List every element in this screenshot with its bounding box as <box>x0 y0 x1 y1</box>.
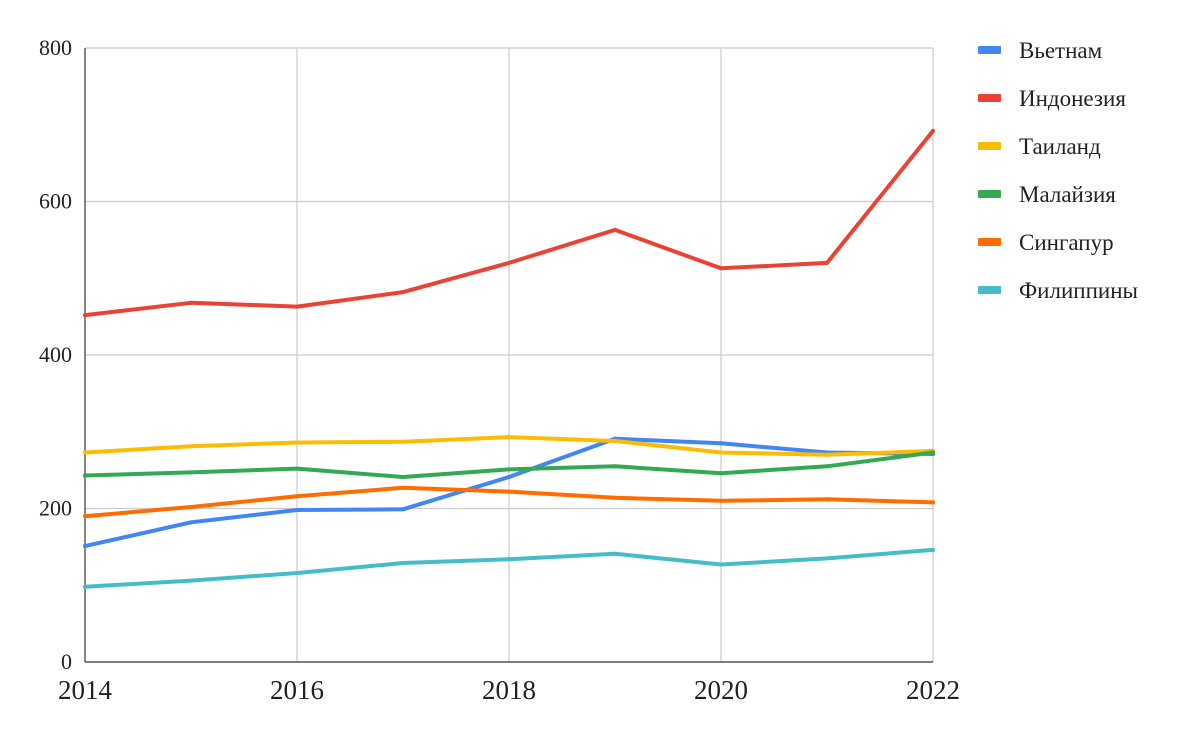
data-point-5-2 <box>295 570 299 575</box>
legend-label-3: Малайзия <box>1019 182 1116 207</box>
legend-label-4: Сингапур <box>1019 230 1114 255</box>
legend-label-0: Вьетнам <box>1019 38 1103 63</box>
legend: Вьетнам Индонезия Таиланд Малайзия Сингапур Ф… <box>978 38 1138 303</box>
data-point-0-4 <box>507 475 511 480</box>
legend-label-2: Таиланд <box>1019 134 1101 159</box>
data-point-3-6 <box>719 471 723 476</box>
data-point-4-7 <box>825 497 829 502</box>
legend-swatch-2 <box>978 142 1001 150</box>
y-tick-label-600: 600 <box>39 189 72 214</box>
legend-swatch-1 <box>978 94 1001 102</box>
data-point-3-2 <box>295 466 299 471</box>
data-point-0-6 <box>719 441 723 446</box>
data-point-2-3 <box>401 439 405 444</box>
data-point-4-5 <box>613 495 617 500</box>
data-point-4-0 <box>83 514 87 519</box>
x-tick-label-2016: 2016 <box>270 675 324 705</box>
gridlines <box>85 47 934 662</box>
data-point-4-1 <box>189 504 193 509</box>
legend-label-1: Индонезия <box>1019 86 1126 111</box>
data-point-3-1 <box>189 470 193 475</box>
data-point-2-1 <box>189 444 193 449</box>
data-point-4-6 <box>719 498 723 503</box>
x-tick-label-2022: 2022 <box>906 675 960 705</box>
data-point-2-6 <box>719 450 723 455</box>
data-point-1-0 <box>83 313 87 318</box>
legend-swatch-4 <box>978 238 1001 246</box>
data-point-3-8 <box>931 450 935 455</box>
data-point-0-2 <box>295 508 299 513</box>
data-point-0-1 <box>189 520 193 525</box>
data-point-5-0 <box>83 584 87 589</box>
legend-swatch-3 <box>978 190 1001 198</box>
x-tick-label-2014: 2014 <box>58 675 113 705</box>
data-point-1-6 <box>719 266 723 271</box>
y-tick-label-400: 400 <box>39 342 72 367</box>
legend-swatch-0 <box>978 46 1001 54</box>
data-point-3-3 <box>401 475 405 480</box>
data-point-5-8 <box>931 547 935 552</box>
y-tick-label-0: 0 <box>61 649 72 674</box>
data-point-1-7 <box>825 260 829 265</box>
legend-swatch-5 <box>978 286 1001 294</box>
data-point-5-5 <box>613 551 617 556</box>
data-point-4-8 <box>931 500 935 505</box>
x-tick-label-2018: 2018 <box>482 675 536 705</box>
data-point-5-3 <box>401 560 405 565</box>
series-lines <box>83 128 935 589</box>
data-point-5-6 <box>719 562 723 567</box>
data-point-4-4 <box>507 489 511 494</box>
data-point-2-2 <box>295 440 299 445</box>
data-point-1-2 <box>295 304 299 309</box>
data-point-2-0 <box>83 450 87 455</box>
data-point-1-5 <box>613 227 617 232</box>
data-point-4-3 <box>401 485 405 490</box>
data-point-1-8 <box>931 128 935 133</box>
data-point-0-0 <box>83 544 87 549</box>
data-point-2-4 <box>507 435 511 440</box>
data-point-1-3 <box>401 290 405 295</box>
data-point-1-1 <box>189 300 193 305</box>
data-point-3-0 <box>83 473 87 478</box>
axes <box>84 48 933 663</box>
y-tick-label-200: 200 <box>39 496 72 521</box>
data-point-3-4 <box>507 467 511 472</box>
data-point-2-5 <box>613 438 617 443</box>
tick-labels: 0 200 400 600 800 2014 2016 2018 2020 2022 <box>39 35 960 705</box>
x-tick-label-2020: 2020 <box>694 675 748 705</box>
y-tick-label-800: 800 <box>39 35 72 60</box>
legend-label-5: Филиппины <box>1019 278 1138 303</box>
data-point-1-4 <box>507 260 511 265</box>
data-point-3-5 <box>613 464 617 469</box>
data-point-4-2 <box>295 494 299 499</box>
data-point-3-7 <box>825 464 829 469</box>
data-point-2-7 <box>825 452 829 457</box>
data-point-5-4 <box>507 557 511 562</box>
data-point-5-7 <box>825 556 829 561</box>
data-point-0-3 <box>401 507 405 512</box>
data-point-5-1 <box>189 578 193 583</box>
